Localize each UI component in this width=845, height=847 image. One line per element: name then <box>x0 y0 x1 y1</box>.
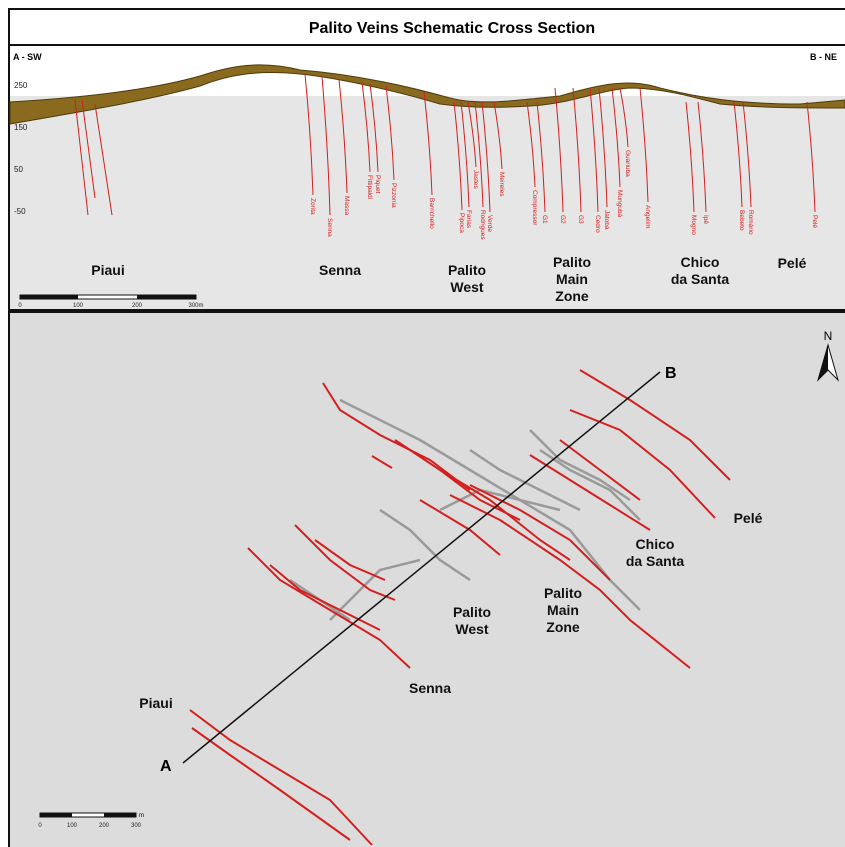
zone-label: Palito <box>544 585 582 601</box>
scale-label: 200 <box>99 823 110 829</box>
elevation-label: -50 <box>14 207 26 216</box>
zone-label: West <box>450 279 484 295</box>
vein-label: Verde <box>486 215 493 232</box>
scale-bar <box>137 295 196 299</box>
vein-label: Jastes <box>472 170 479 190</box>
end-b: B - NE <box>810 52 837 62</box>
zone-label: Palito <box>553 254 591 270</box>
vein-label: Pelé <box>811 215 818 228</box>
vein-label: Guariuba <box>624 150 631 177</box>
vein-label: Cedro <box>594 215 601 233</box>
elevation-label: 50 <box>14 165 23 174</box>
zone-label: da Santa <box>671 271 730 287</box>
zone-label: Palito <box>448 262 486 278</box>
scale-label: 100 <box>67 823 78 829</box>
plan-panel <box>9 312 845 847</box>
vein-label: G1 <box>541 215 548 224</box>
scale-label: 100 <box>73 303 84 309</box>
scale-label: 200 <box>132 303 143 309</box>
point-a: A <box>160 758 172 775</box>
north-label: N <box>824 329 833 343</box>
zone-label: Palito <box>453 604 491 620</box>
vein-label: G2 <box>559 215 566 224</box>
scale-bar <box>104 813 136 817</box>
vein-label: Barrichello <box>428 198 435 229</box>
vein-label: Senna <box>326 218 333 237</box>
zone-label: Pelé <box>778 255 807 271</box>
vein-label: Mogno <box>690 215 697 235</box>
vein-label: Pipoca <box>458 213 465 233</box>
vein-label: Ipê <box>702 215 709 224</box>
vein-label: Mungubá <box>616 190 623 217</box>
vein-label: Angelim <box>644 205 651 228</box>
zone-label: West <box>455 621 489 637</box>
vein-label: G3 <box>577 215 584 224</box>
zone-label: Senna <box>319 262 361 278</box>
vein-label: Meireles <box>498 172 505 197</box>
vein-label: Jatobá <box>603 210 610 230</box>
point-b: B <box>665 365 677 382</box>
scale-label: 300m <box>188 303 203 309</box>
vein-label: Bebeto <box>738 210 745 231</box>
zone-label: Zone <box>555 288 589 304</box>
vein-label: Romário <box>747 210 754 235</box>
section-title: Palito Veins Schematic Cross Section <box>309 20 595 37</box>
zone-label: da Santa <box>626 553 685 569</box>
zone-label: Pelé <box>734 510 763 526</box>
zone-label: Chico <box>681 254 720 270</box>
zone-label: Zone <box>546 619 580 635</box>
sky <box>10 46 845 96</box>
figure: Palito Veins Schematic Cross Section A -… <box>0 0 845 847</box>
vein-label: Zorita <box>309 198 316 215</box>
end-a: A - SW <box>13 52 42 62</box>
vein-label: Rodrigues <box>479 210 486 240</box>
elevation-label: 250 <box>14 81 28 90</box>
vein-label: Farias <box>465 210 472 229</box>
zone-label: Piaui <box>91 262 124 278</box>
zone-label: Chico <box>636 536 675 552</box>
vein-label: Compressor <box>531 190 538 226</box>
elevation-label: 150 <box>14 123 28 132</box>
zone-label: Piaui <box>139 695 172 711</box>
vein-label: Piquet <box>374 175 381 194</box>
vein-label: Massa <box>343 196 350 216</box>
vein-label: Fittipaldi <box>366 175 373 199</box>
vein-label: Pizzonia <box>390 183 397 208</box>
scale-bar <box>20 295 78 299</box>
zone-label: Senna <box>409 680 451 696</box>
scale-label: 300 <box>131 823 142 829</box>
zone-label: Main <box>556 271 588 287</box>
zone-label: Main <box>547 602 579 618</box>
scale-bar <box>40 813 72 817</box>
scale-unit: m <box>139 813 144 819</box>
